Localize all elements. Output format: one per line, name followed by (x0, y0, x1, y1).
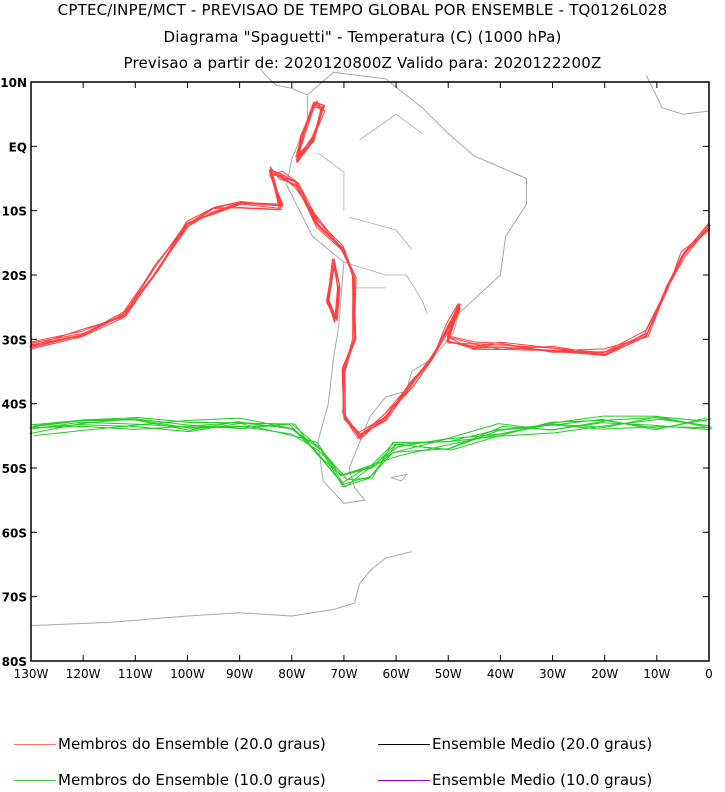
lat-tick-label: 40S (2, 398, 27, 412)
legend-item-members-10: Membros do Ensemble (10.0 graus) (14, 771, 326, 789)
title-line-2: Diagrama "Spaguetti" - Temperatura (C) (… (163, 28, 562, 46)
lat-tick-label: 60S (2, 526, 27, 540)
lon-tick-label: 100W (170, 667, 205, 681)
lon-tick-label: 50W (435, 667, 462, 681)
lat-tick-label: 80S (2, 655, 27, 669)
legend-line-black (378, 743, 430, 745)
coastline (30, 551, 412, 627)
country-border (359, 113, 423, 141)
lon-tick-label: 20W (591, 667, 618, 681)
lat-tick-label: 20S (2, 269, 27, 283)
ensemble-member-line-10 (29, 418, 711, 477)
ensemble-member-line-20 (30, 170, 710, 440)
lat-tick-label: 50S (2, 462, 27, 476)
lon-tick-label: 70W (330, 667, 357, 681)
lat-tick-label: EQ (9, 140, 27, 154)
ensemble-member-line-10 (33, 419, 713, 488)
legend-item-mean-10: Ensemble Medio (10.0 graus) (378, 771, 652, 789)
ensemble-member-line-20 (297, 101, 325, 163)
ensemble-member-line-20 (328, 264, 341, 322)
lon-tick-label: 30W (539, 667, 566, 681)
title-line-3: Previsao a partir de: 2020120800Z Valido… (123, 54, 602, 72)
ensemble-member-line-20 (29, 166, 711, 436)
lon-tick-label: 0 (705, 667, 713, 681)
map-frame (30, 81, 710, 662)
country-border (348, 216, 413, 250)
lat-tick-label: 10S (2, 205, 27, 219)
legend-item-members-20: Membros do Ensemble (20.0 graus) (14, 735, 326, 753)
lat-tick-label: 70S (2, 591, 27, 605)
legend-line-purple (378, 779, 430, 781)
ensemble-member-line-10 (33, 417, 708, 476)
lat-tick-label: 30S (2, 333, 27, 347)
coastline (260, 68, 308, 96)
coastline (286, 71, 527, 504)
lon-tick-label: 80W (278, 667, 305, 681)
legend-item-mean-20: Ensemble Medio (20.0 graus) (378, 735, 652, 753)
lon-tick-label: 120W (66, 667, 101, 681)
legend-line-green (14, 779, 56, 781)
legend-label: Ensemble Medio (20.0 graus) (432, 735, 653, 753)
lon-tick-label: 90W (226, 667, 253, 681)
lon-tick-label: 110W (118, 667, 153, 681)
legend-label: Membros do Ensemble (10.0 graus) (58, 771, 326, 789)
lon-tick-label: 130W (14, 667, 49, 681)
country-border (343, 261, 428, 314)
legend-line-red (14, 743, 56, 745)
legend-label: Ensemble Medio (10.0 graus) (432, 771, 653, 789)
title-line-1: CPTEC/INPE/MCT - PREVISAO DE TEMPO GLOBA… (57, 1, 668, 19)
ensemble-member-line-10 (29, 415, 713, 485)
lon-tick-label: 40W (487, 667, 514, 681)
lat-tick-label: 10N (0, 76, 27, 90)
country-border (317, 152, 345, 211)
ensemble-member-line-20 (297, 100, 323, 157)
lon-tick-label: 10W (643, 667, 670, 681)
legend-label: Membros do Ensemble (20.0 graus) (58, 735, 326, 753)
coastline (390, 473, 408, 482)
coastline (645, 75, 710, 115)
lon-tick-label: 60W (383, 667, 410, 681)
